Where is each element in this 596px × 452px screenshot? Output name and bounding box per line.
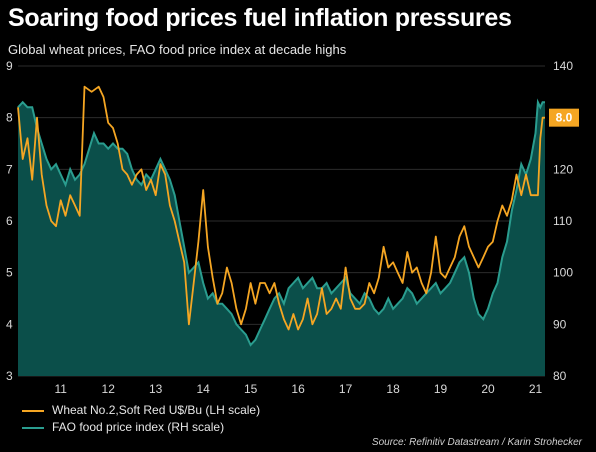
right-tick-label: 110	[553, 214, 572, 228]
x-tick-label: 19	[434, 382, 448, 396]
left-tick-label: 6	[6, 214, 13, 228]
x-tick-label: 21	[529, 382, 543, 396]
left-tick-label: 7	[6, 162, 13, 176]
left-tick-label: 5	[6, 266, 13, 280]
right-tick-label: 140	[553, 59, 573, 73]
x-axis-ticks: 11 12 13 14 15 16 17 18 19 20 21	[54, 382, 542, 396]
last-value-text: 8.0	[556, 111, 573, 125]
x-tick-label: 11	[54, 382, 67, 396]
wheat-legend-swatch	[22, 409, 44, 412]
chart-subtitle: Global wheat prices, FAO food price inde…	[8, 42, 347, 57]
x-tick-label: 17	[339, 382, 353, 396]
fao-line	[17, 98, 545, 347]
right-tick-label: 100	[553, 266, 573, 280]
x-tick-label: 12	[102, 382, 116, 396]
last-value-box	[549, 108, 579, 127]
left-tick-label: 9	[6, 59, 13, 73]
right-tick-label: 80	[553, 369, 567, 383]
fao-area	[18, 102, 545, 376]
source-note: Source: Refinitiv Datastream / Karin Str…	[371, 437, 582, 448]
legend-wheat: Wheat No.2,Soft Red U$/Bu (LH scale)	[22, 403, 260, 417]
right-tick-label: 120	[553, 162, 573, 176]
fao-series	[17, 98, 545, 376]
left-tick-label: 3	[6, 369, 13, 383]
left-tick-label: 8	[6, 111, 13, 125]
fao-legend-swatch	[22, 426, 44, 429]
fao-legend-label: FAO food price index (RH scale)	[52, 420, 225, 434]
wheat-legend-label: Wheat No.2,Soft Red U$/Bu (LH scale)	[52, 403, 261, 417]
x-tick-label: 20	[481, 382, 495, 396]
x-tick-label: 15	[244, 382, 258, 396]
legend-fao: FAO food price index (RH scale)	[22, 420, 224, 434]
left-tick-label: 4	[6, 317, 13, 331]
right-axis-ticks: 8090100110120130140	[553, 59, 573, 383]
wheat-series	[17, 85, 545, 331]
x-tick-label: 18	[386, 382, 400, 396]
x-tick-label: 13	[149, 382, 163, 396]
chart-title: Soaring food prices fuel inflation press…	[8, 4, 512, 32]
right-tick-label: 90	[553, 317, 567, 331]
left-axis-ticks: 3 4 5 6 7 8 9	[6, 59, 13, 383]
x-tick-label: 16	[291, 382, 305, 396]
x-tick-label: 14	[196, 382, 210, 396]
last-value-label: 8.0	[549, 108, 579, 127]
wheat-line	[17, 85, 545, 331]
